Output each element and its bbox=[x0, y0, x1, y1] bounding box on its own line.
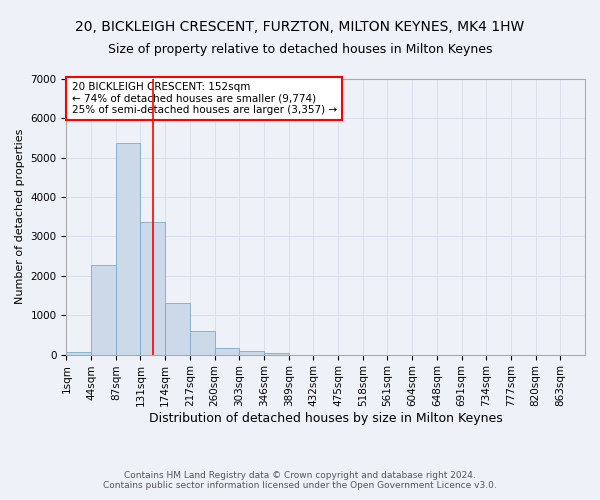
Y-axis label: Number of detached properties: Number of detached properties bbox=[15, 129, 25, 304]
Text: 20, BICKLEIGH CRESCENT, FURZTON, MILTON KEYNES, MK4 1HW: 20, BICKLEIGH CRESCENT, FURZTON, MILTON … bbox=[76, 20, 524, 34]
Bar bbox=[140, 222, 165, 354]
Bar bbox=[116, 143, 140, 354]
Text: Size of property relative to detached houses in Milton Keynes: Size of property relative to detached ho… bbox=[108, 42, 492, 56]
Text: Contains HM Land Registry data © Crown copyright and database right 2024.
Contai: Contains HM Land Registry data © Crown c… bbox=[103, 470, 497, 490]
Bar bbox=[165, 303, 190, 354]
Bar bbox=[91, 265, 116, 354]
Bar bbox=[67, 352, 91, 354]
Bar bbox=[190, 332, 215, 354]
Bar bbox=[215, 348, 239, 354]
Text: 20 BICKLEIGH CRESCENT: 152sqm
← 74% of detached houses are smaller (9,774)
25% o: 20 BICKLEIGH CRESCENT: 152sqm ← 74% of d… bbox=[71, 82, 337, 115]
Bar bbox=[239, 352, 264, 354]
X-axis label: Distribution of detached houses by size in Milton Keynes: Distribution of detached houses by size … bbox=[149, 412, 503, 425]
